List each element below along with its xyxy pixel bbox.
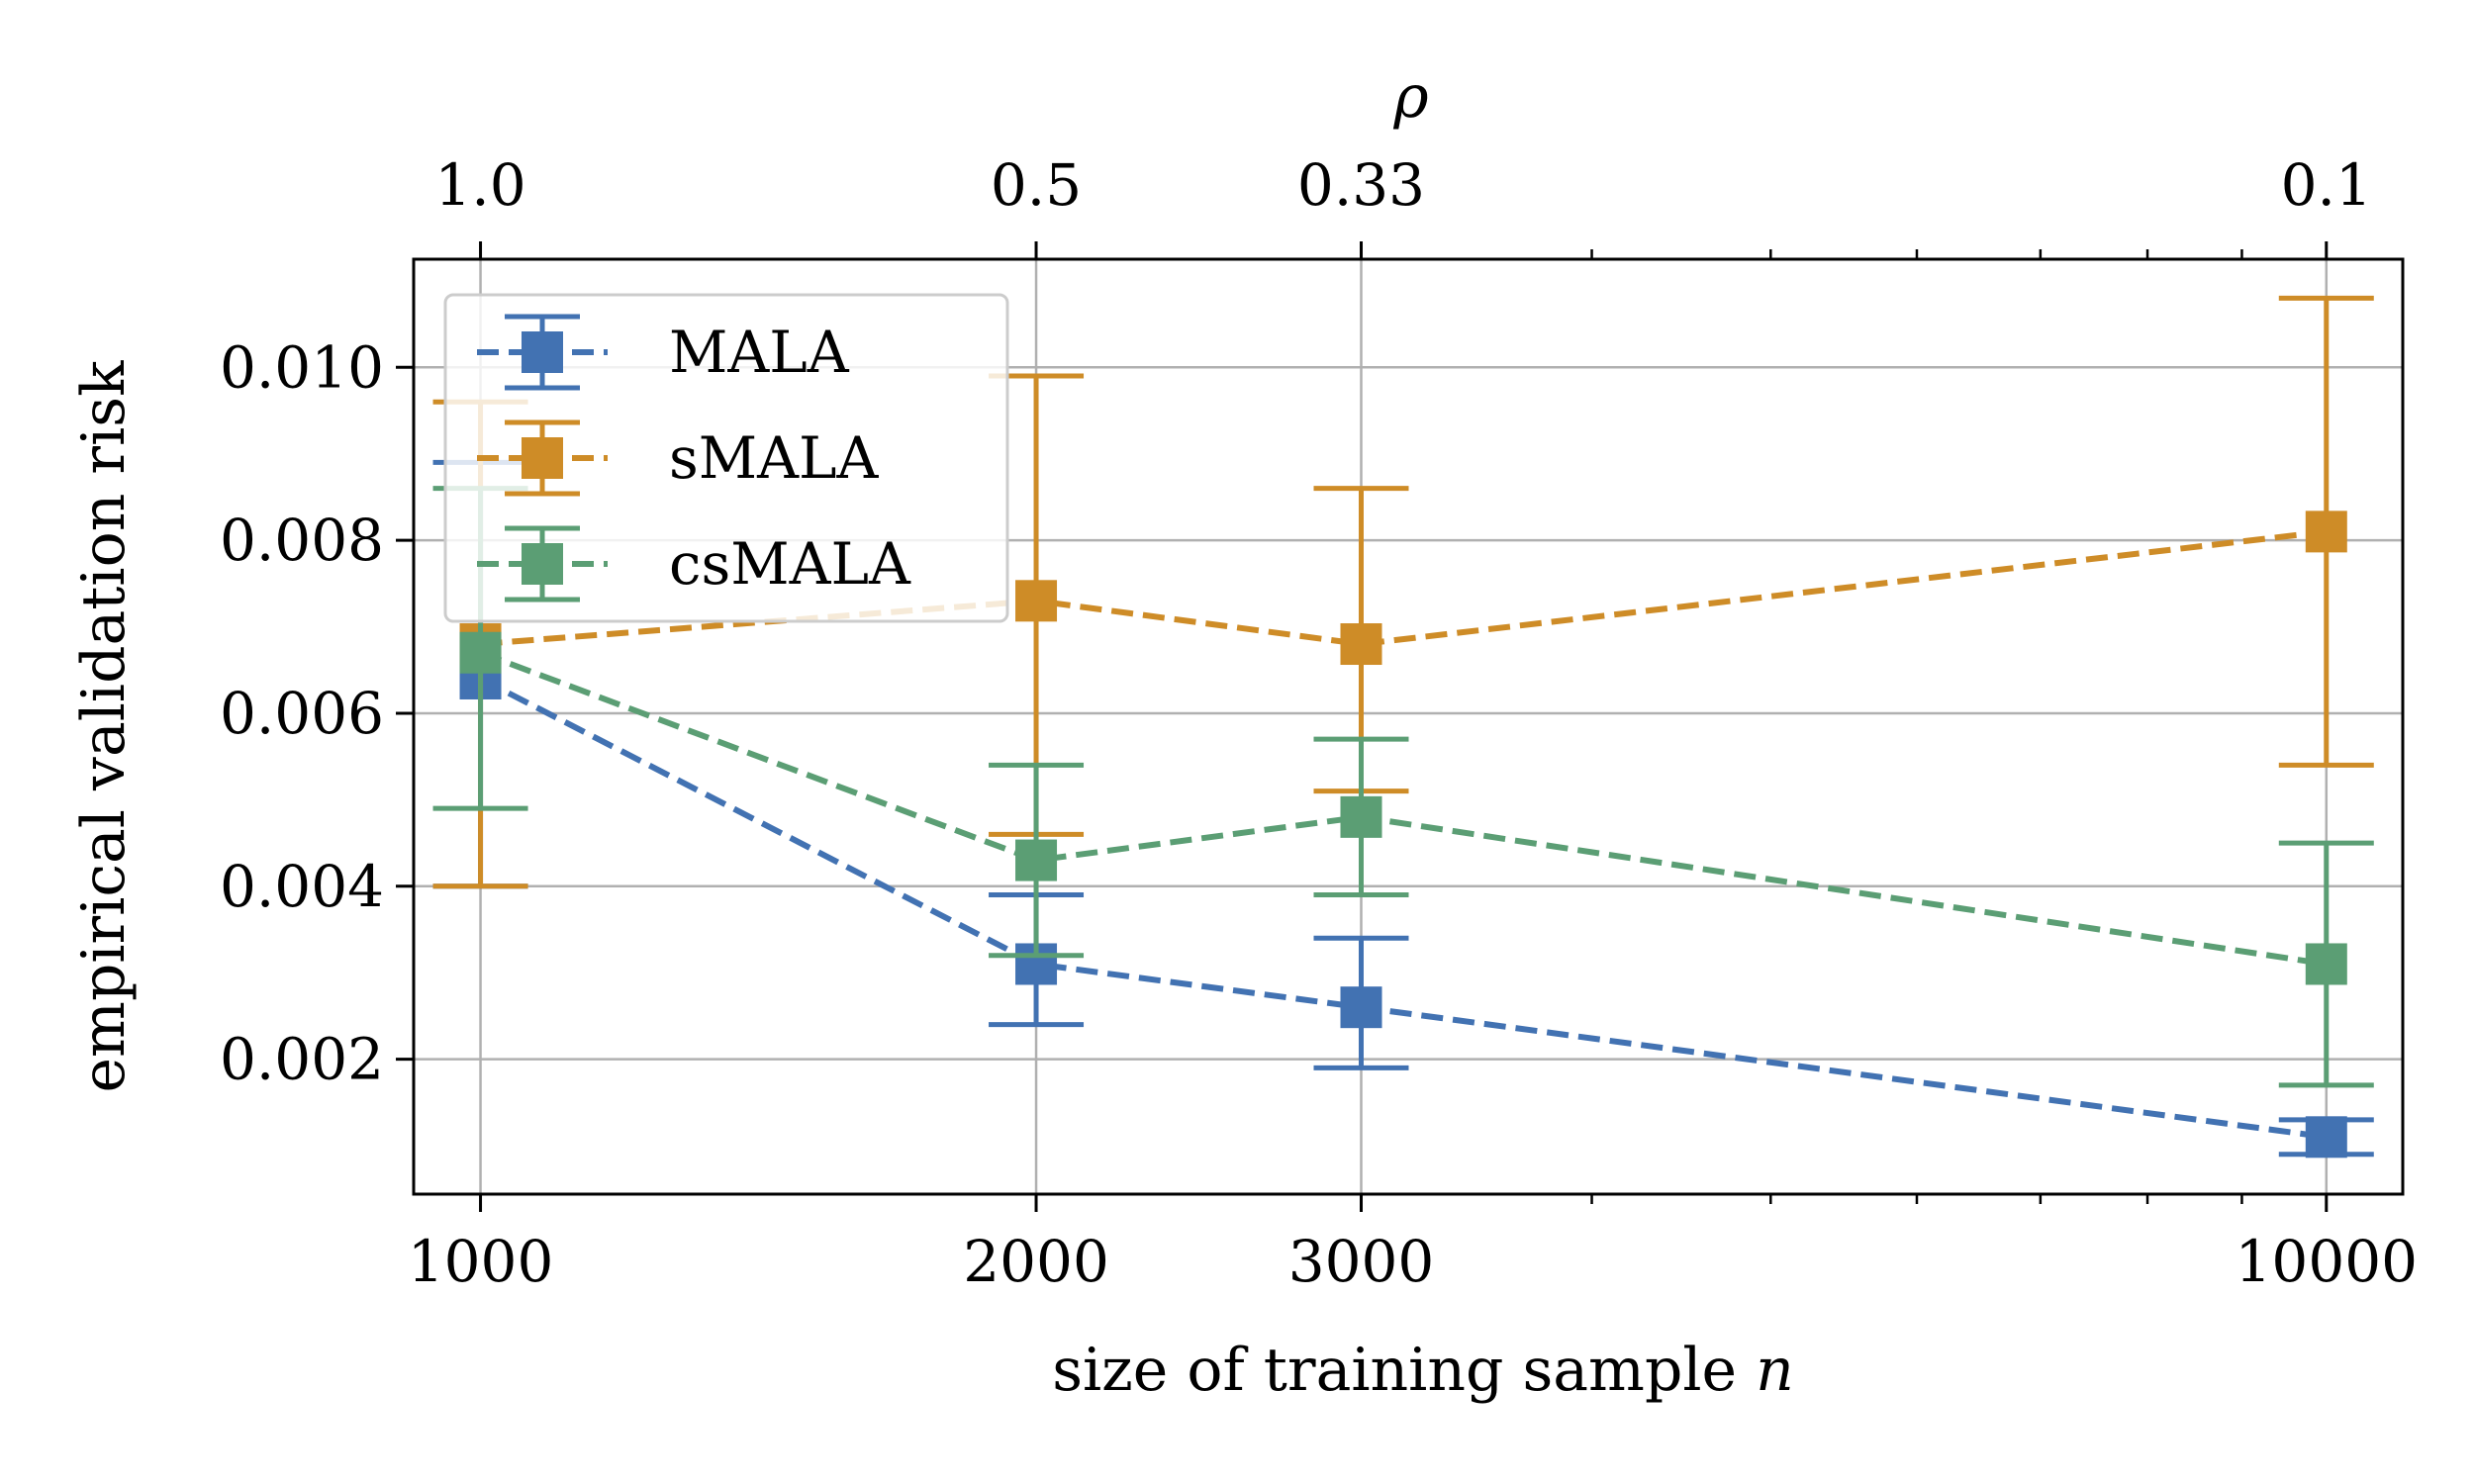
y-tick-label: 0.004: [220, 853, 384, 920]
legend: MALA sMALA csMALA: [443, 293, 1009, 623]
top-tick-label: 0.33: [1297, 151, 1425, 219]
x-axis-title: size of training sample n: [1052, 1336, 1794, 1405]
minor-ticks: [1590, 249, 2243, 1204]
y-tick-label: 0.006: [220, 680, 384, 747]
data-point: [2305, 943, 2347, 985]
legend-entry: csMALA: [477, 525, 911, 603]
data-point: [1340, 795, 1382, 838]
series-layer: [432, 295, 2374, 1159]
top-axis-title: ρ: [1392, 62, 1428, 132]
series-line: [479, 649, 2328, 968]
y-tick-label: 0.008: [220, 507, 384, 574]
legend-marker: [522, 437, 563, 479]
series-line: [479, 676, 2328, 1141]
top-tick-label: 0.1: [2281, 151, 2372, 219]
x-tick-label: 10000: [2236, 1228, 2419, 1295]
legend-entry: MALA: [477, 314, 850, 391]
top-tick-label: 0.5: [991, 151, 1082, 219]
legend-label: sMALA: [669, 424, 880, 492]
plot-frame: [412, 257, 2405, 1196]
x-tick-label: 3000: [1288, 1228, 1435, 1295]
legend-label: MALA: [669, 319, 850, 386]
data-point: [1015, 580, 1058, 622]
x-axis-title-prefix: size of training sample: [1052, 1336, 1756, 1405]
legend-box: [443, 293, 1009, 623]
grid-lines: [414, 259, 2403, 1194]
data-point: [1340, 623, 1382, 666]
legend-marker: [522, 331, 563, 373]
series-line: [480, 528, 2328, 648]
y-axis: 0.002 0.004 0.006 0.008 0.010: [220, 333, 414, 1093]
x-axis: 1000 2000 3000 10000: [408, 1194, 2418, 1295]
y-tick-label: 0.010: [220, 333, 384, 401]
y-axis-title: empirical validation risk: [69, 360, 139, 1093]
data-point: [459, 631, 502, 674]
legend-marker: [522, 543, 563, 585]
series-csmala: [432, 486, 2374, 1088]
legend-label: csMALA: [669, 530, 911, 598]
top-axis: 1.0 0.5 0.33 0.1: [434, 151, 2372, 259]
legend-entry: sMALA: [477, 419, 880, 497]
data-point: [1340, 986, 1382, 1029]
data-point: [1015, 839, 1058, 881]
data-point: [2305, 510, 2347, 553]
y-tick-label: 0.002: [220, 1026, 384, 1093]
x-tick-label: 1000: [408, 1228, 554, 1295]
data-point: [2305, 1116, 2347, 1159]
top-tick-label: 1.0: [434, 151, 525, 219]
x-tick-label: 2000: [963, 1228, 1109, 1295]
x-axis-title-variable: n: [1756, 1336, 1794, 1405]
